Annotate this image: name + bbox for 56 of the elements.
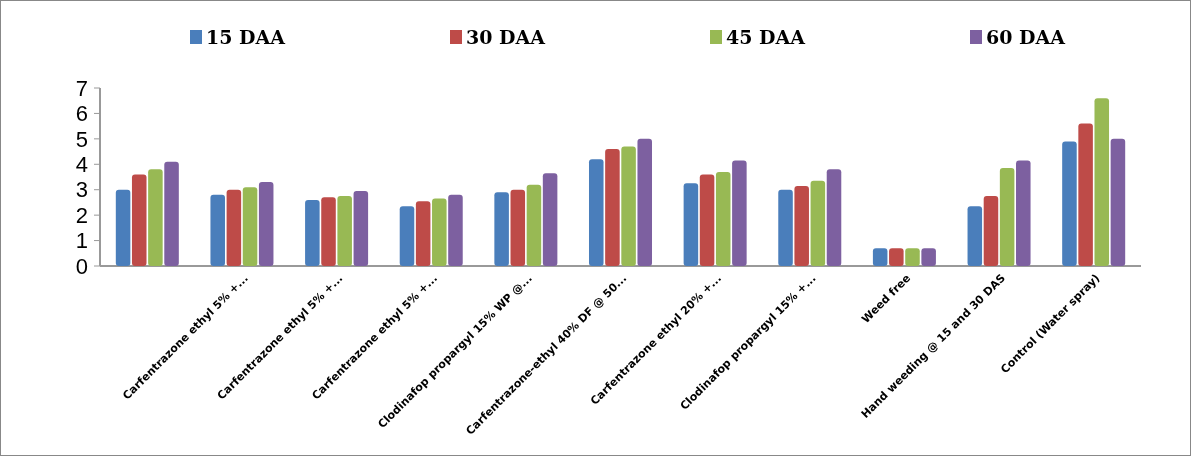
legend-label: 15 DAA: [206, 25, 286, 48]
bar: [542, 173, 558, 266]
bar: [494, 192, 509, 266]
bar: [794, 185, 809, 266]
bar: [778, 189, 793, 266]
y-tick-label: 0: [75, 253, 88, 279]
bar: [810, 180, 826, 266]
bar: [699, 174, 715, 266]
y-tick-label: 6: [75, 101, 88, 127]
y-tick-label: 3: [75, 177, 88, 203]
bar: [1094, 98, 1110, 266]
bar: [321, 197, 336, 266]
bar: [999, 168, 1015, 266]
bar: [510, 189, 526, 266]
y-tick-label: 5: [75, 126, 88, 152]
bar: [1016, 160, 1031, 266]
legend-label: 30 DAA: [466, 25, 546, 48]
bar: [921, 248, 936, 266]
legend-label: 45 DAA: [726, 25, 806, 48]
bar: [715, 171, 731, 266]
bar: [637, 138, 653, 266]
bar: [1110, 138, 1126, 266]
bar: [1078, 123, 1093, 266]
bar: [872, 248, 888, 266]
bar: [432, 198, 447, 266]
bar: [337, 196, 352, 266]
bar: [164, 161, 179, 266]
legend-label: 60 DAA: [986, 25, 1066, 48]
bar: [905, 248, 920, 266]
bar: [115, 189, 131, 266]
bar: [621, 146, 636, 266]
bar: [353, 190, 369, 266]
bar: [588, 159, 604, 266]
bar: [399, 206, 415, 266]
bar: [732, 160, 747, 266]
bar: [131, 174, 147, 266]
y-tick-label: 7: [75, 75, 88, 101]
bar: [210, 194, 225, 266]
bar: [605, 149, 620, 266]
bar: [448, 194, 463, 266]
bar: [148, 169, 163, 266]
bar: [983, 196, 999, 266]
y-tick-label: 1: [75, 228, 88, 254]
bar: [826, 169, 842, 266]
y-tick-label: 2: [75, 202, 88, 228]
bar: [305, 199, 320, 266]
bar: [242, 187, 258, 266]
bar: [1062, 141, 1077, 266]
bar: [889, 248, 904, 266]
bar: [967, 206, 983, 266]
y-tick-label: 4: [75, 151, 88, 177]
bar: [226, 189, 242, 266]
bar: [683, 183, 699, 266]
bar: [415, 201, 431, 266]
bar: [258, 182, 274, 266]
bar: [526, 184, 542, 266]
